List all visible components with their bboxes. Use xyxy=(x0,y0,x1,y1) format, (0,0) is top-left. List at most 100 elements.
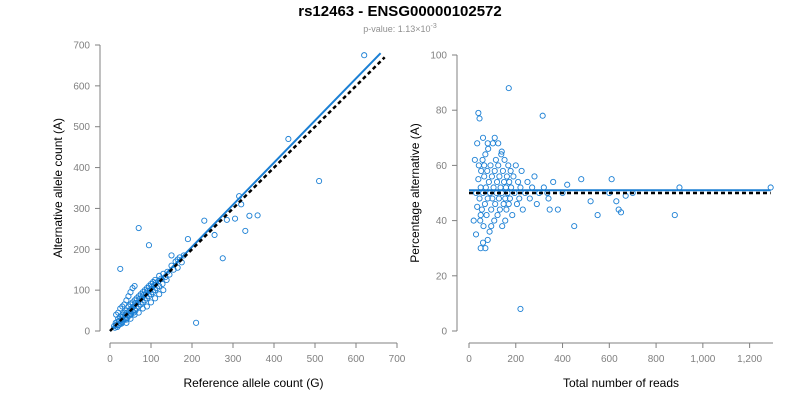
x-tick-label: 700 xyxy=(389,354,406,365)
data-point xyxy=(587,198,594,205)
data-point xyxy=(489,140,496,147)
data-point xyxy=(502,195,509,202)
data-point xyxy=(132,307,139,314)
data-point xyxy=(201,217,208,224)
data-point xyxy=(184,236,191,243)
data-point xyxy=(479,134,487,141)
data-point xyxy=(246,212,253,219)
data-point xyxy=(499,223,506,230)
data-point xyxy=(485,145,492,152)
y-tick-label: 60 xyxy=(436,161,448,172)
data-point xyxy=(550,178,557,186)
data-point xyxy=(492,200,499,208)
y-axis-label: Alternative allele count (A) xyxy=(51,118,65,258)
data-point xyxy=(484,236,491,243)
data-point xyxy=(487,162,494,169)
data-point xyxy=(147,299,155,306)
data-point xyxy=(470,217,477,224)
data-point xyxy=(483,212,490,219)
scatter-panel-allele-counts: 0 100 200 300 400 500 600 700 0 100 200 300 400 500 60… xyxy=(51,41,406,391)
data-point xyxy=(513,200,520,208)
data-point xyxy=(516,195,523,202)
data-point xyxy=(578,176,585,183)
data-point xyxy=(219,255,226,262)
data-point xyxy=(163,276,170,283)
data-point xyxy=(502,217,509,224)
data-point xyxy=(168,252,175,259)
y-tick-label: 0 xyxy=(441,327,447,338)
pvalue-exponent: -3 xyxy=(430,23,437,30)
y-tick-label: 300 xyxy=(73,204,90,215)
data-point xyxy=(485,178,492,186)
data-point xyxy=(512,162,519,169)
data-point xyxy=(361,52,368,59)
data-point xyxy=(476,115,483,122)
data-point xyxy=(495,195,502,202)
x-tick-label: 400 xyxy=(266,354,283,365)
data-point xyxy=(496,173,503,180)
data-point xyxy=(506,195,513,202)
data-point xyxy=(488,223,495,230)
data-point xyxy=(135,224,142,232)
data-point xyxy=(129,285,136,292)
x-tick-label: 200 xyxy=(507,354,524,365)
data-point xyxy=(143,303,150,310)
x-tick-label: 1,000 xyxy=(690,354,715,365)
data-point xyxy=(211,231,218,239)
data-point xyxy=(484,195,491,202)
y-tick-label: 100 xyxy=(73,286,90,297)
scatter-panel-percentage: 0 200 400 600 800 1,000 1,200 0 20 40 60 80 100 Total… xyxy=(408,51,774,390)
chart-subtitle: p-value: 1.13×10-3 xyxy=(0,23,800,34)
pvalue-text: p-value: 1.13×10 xyxy=(363,24,431,34)
data-point xyxy=(499,167,506,174)
data-point xyxy=(481,173,488,180)
x-tick-label: 600 xyxy=(601,354,618,365)
data-point xyxy=(484,140,491,147)
data-point xyxy=(156,291,163,298)
x-tick-label: 1,200 xyxy=(737,354,762,365)
data-point xyxy=(608,176,615,183)
data-point xyxy=(482,245,489,252)
data-point xyxy=(494,212,501,219)
data-point xyxy=(498,151,505,158)
y-tick-label: 100 xyxy=(430,51,447,62)
x-tick-label: 400 xyxy=(554,354,571,365)
data-point xyxy=(223,216,230,223)
data-point xyxy=(145,242,152,249)
data-point xyxy=(571,223,578,230)
data-point xyxy=(242,227,249,234)
y-tick-label: 600 xyxy=(73,81,90,92)
data-point xyxy=(479,239,487,246)
y-tick-label: 400 xyxy=(73,163,90,174)
data-point xyxy=(539,112,546,119)
data-point xyxy=(159,280,166,288)
data-point xyxy=(152,276,159,283)
data-point xyxy=(117,265,124,272)
data-point xyxy=(505,162,512,169)
data-point xyxy=(594,212,601,219)
x-tick-label: 300 xyxy=(225,354,242,365)
x-axis-label: Total number of reads xyxy=(563,376,679,390)
x-tick-label: 100 xyxy=(143,354,160,365)
data-point xyxy=(160,287,167,294)
x-axis-label: Reference allele count (G) xyxy=(183,376,323,390)
data-point xyxy=(119,303,126,310)
y-axis-label: Percentage alternative (A) xyxy=(408,123,422,262)
y-tick-label: 80 xyxy=(436,106,448,117)
data-point xyxy=(506,178,513,186)
data-point xyxy=(484,167,491,174)
data-point xyxy=(476,195,483,202)
data-point xyxy=(503,206,510,213)
data-point xyxy=(495,140,502,147)
data-point xyxy=(501,156,508,163)
data-point xyxy=(488,206,495,213)
data-point xyxy=(500,200,507,208)
y-tick-label: 20 xyxy=(436,271,448,282)
data-point xyxy=(481,200,488,208)
data-point xyxy=(518,167,525,174)
data-point xyxy=(496,206,503,213)
data-point xyxy=(613,198,620,205)
data-point xyxy=(475,109,482,117)
data-point xyxy=(316,178,323,185)
data-point xyxy=(480,223,487,230)
